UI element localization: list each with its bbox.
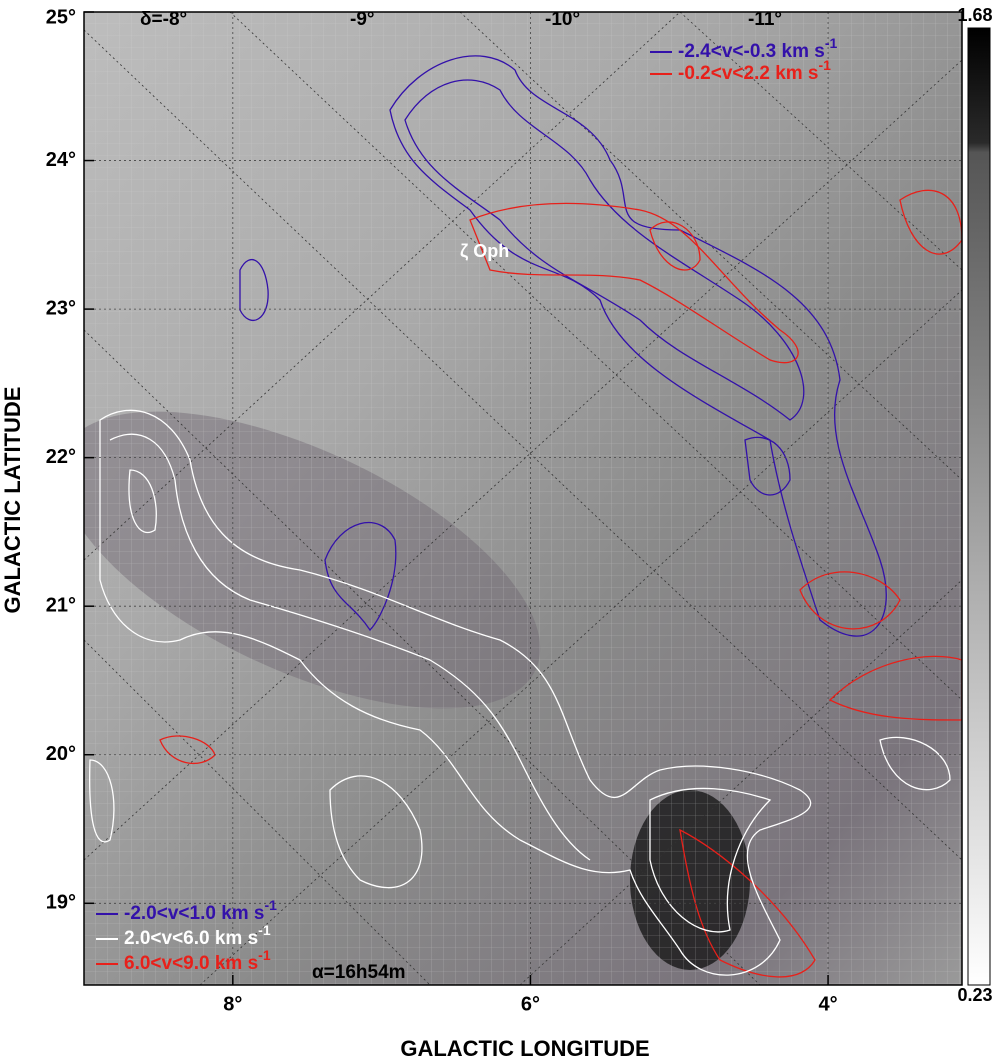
y-tick-label: 22° [46,446,76,468]
x-tick-label: 4° [819,993,838,1015]
dec-label: δ=-8° [140,9,187,30]
y-tick-label: 23° [46,297,76,319]
legend-text: -2.4<v<-0.3 km s [678,41,825,62]
red-contours [159,189,962,978]
y-tick-label: 20° [46,743,76,765]
plot-frame [83,11,963,986]
legend-sup: -1 [258,947,271,963]
legend-label: 6.0<v<9.0 km s-1 [124,947,271,974]
fine-grid [84,12,962,985]
legend-sup: -1 [265,897,278,913]
legend-sup: -1 [258,922,271,938]
x-axis-label: GALACTIC LONGITUDE [400,1036,649,1060]
y-tick-label: 24° [46,149,76,171]
legend-text: -2.0<v<1.0 km s [124,903,265,924]
white-contours [89,409,951,976]
colorbar-min: 0.23 [957,985,992,1005]
legend-label: -0.2<v<2.2 km s-1 [678,57,831,84]
dec-label: -10° [545,9,580,30]
colorbar [967,27,991,986]
legend-text: 6.0<v<9.0 km s [124,953,258,974]
x-tick-label: 8° [223,993,242,1015]
y-tick-label: 19° [46,892,76,914]
blue-contours [239,55,887,637]
x-tick-label: 6° [521,993,540,1015]
dec-label: -9° [350,9,375,30]
y-axis-label: GALACTIC LATITUDE [0,387,25,614]
y-tick-label: 25° [46,6,76,28]
star-label: ζ Oph [460,241,509,262]
colorbar-max: 1.68 [957,5,992,25]
y-tick-label: 21° [46,594,76,616]
map: ζ Oph [84,12,962,985]
legend-label: -2.4<v<-0.3 km s-1 [678,35,837,62]
ra-label: α=16h54m [312,962,406,983]
dec-label: -11° [748,9,782,30]
legend-label: -2.0<v<1.0 km s-1 [124,897,277,924]
legend-sup: -1 [825,35,838,51]
legend-sup: -1 [819,57,832,73]
legend-text: 2.0<v<6.0 km s [124,928,258,949]
legend-label: 2.0<v<6.0 km s-1 [124,922,271,949]
legend-text: -0.2<v<2.2 km s [678,63,819,84]
